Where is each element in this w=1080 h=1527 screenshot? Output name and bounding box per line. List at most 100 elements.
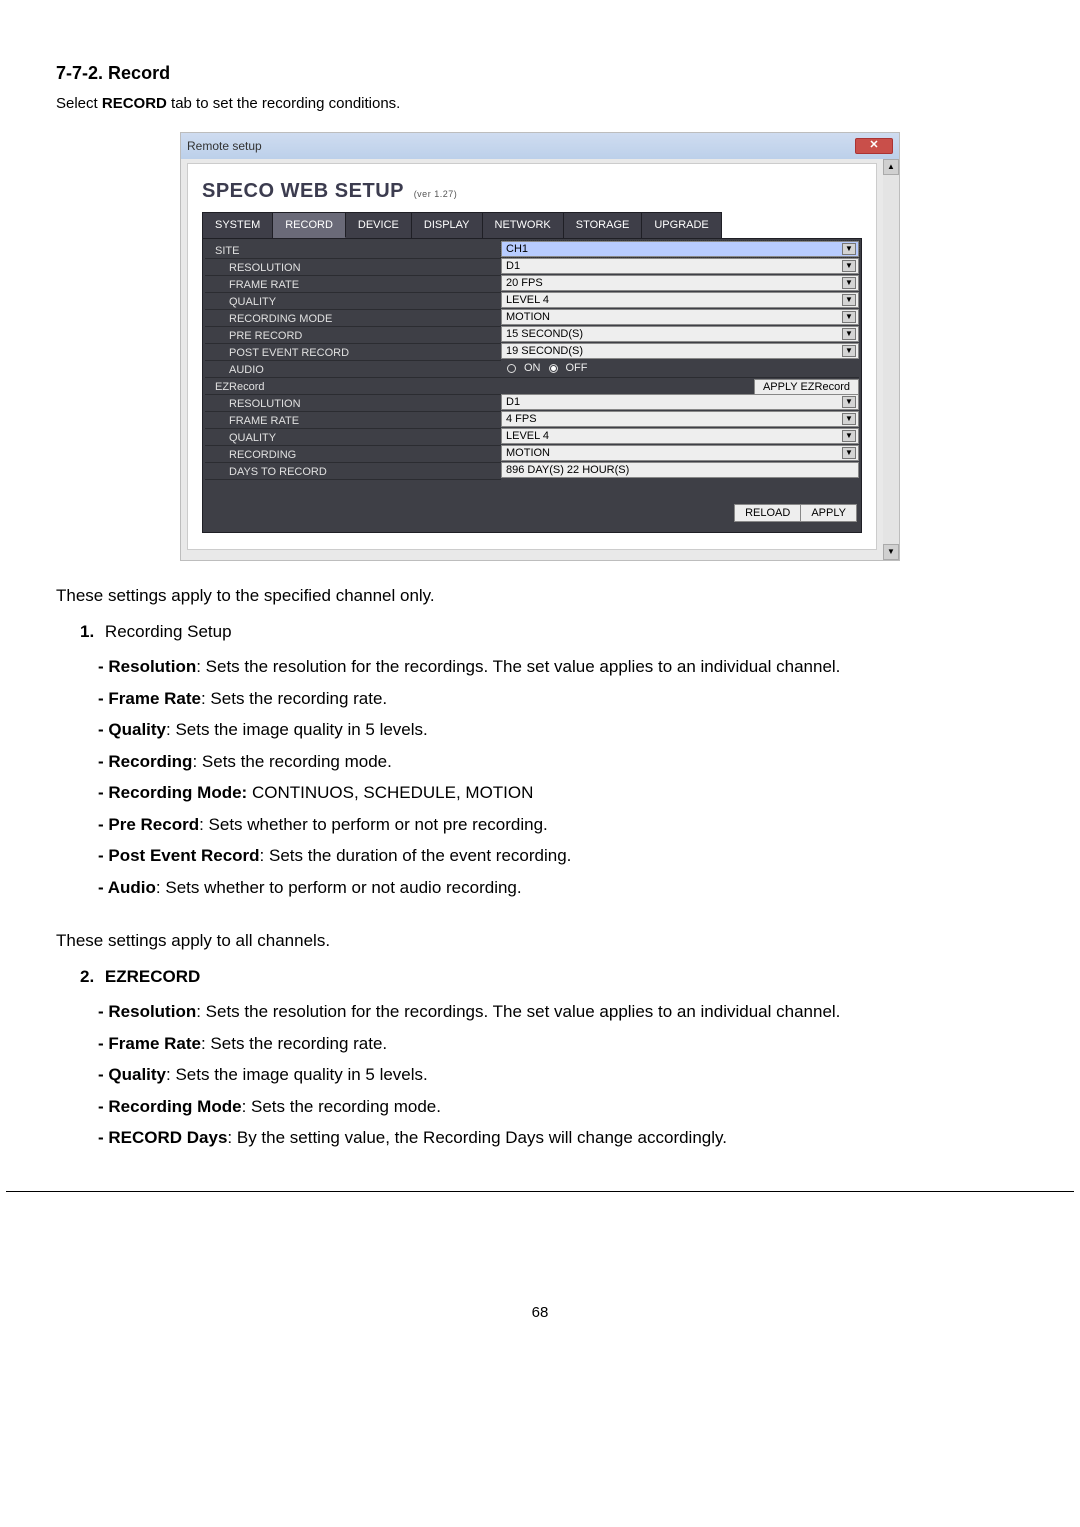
list-item-2-title: EZRECORD [105, 967, 200, 986]
reload-button[interactable]: RELOAD [734, 504, 801, 522]
radio-audio-on[interactable] [507, 364, 516, 373]
select-quality[interactable]: LEVEL 4 ▼ [501, 292, 859, 308]
select-ez-quality[interactable]: LEVEL 4 ▼ [501, 428, 859, 444]
section-number: 7-7-2. [56, 63, 103, 83]
row-quality: QUALITY LEVEL 4 ▼ [205, 292, 859, 310]
label-recording-mode: RECORDING MODE [205, 309, 501, 327]
sub-item: - Recording Mode: Sets the recording mod… [98, 1094, 1024, 1120]
select-ez-frame-rate[interactable]: 4 FPS ▼ [501, 411, 859, 427]
scroll-up-icon[interactable]: ▲ [883, 159, 899, 175]
label-ez-recording: RECORDING [205, 445, 501, 463]
tab-storage[interactable]: STORAGE [564, 212, 643, 239]
scroll-down-icon[interactable]: ▼ [883, 544, 899, 560]
sub-list-2: - Resolution: Sets the resolution for th… [98, 999, 1024, 1151]
value-days-to-record: 896 DAY(S) 22 HOUR(S) [501, 462, 859, 478]
label-pre-record: PRE RECORD [205, 326, 501, 344]
select-quality-value: LEVEL 4 [506, 292, 549, 309]
sub-item: - Quality: Sets the image quality in 5 l… [98, 1062, 1024, 1088]
logo-row: SPECO WEB SETUP (ver 1.27) [202, 176, 862, 206]
select-site-value: CH1 [506, 241, 528, 258]
row-post-event: POST EVENT RECORD 19 SECOND(S) ▼ [205, 343, 859, 361]
select-frame-rate[interactable]: 20 FPS ▼ [501, 275, 859, 291]
setup-panel: SPECO WEB SETUP (ver 1.27) SYSTEM RECORD… [187, 163, 877, 551]
select-recording-mode-value: MOTION [506, 309, 550, 326]
row-site: SITE CH1 ▼ [205, 241, 859, 259]
label-post-event: POST EVENT RECORD [205, 343, 501, 361]
sub-item: - Resolution: Sets the resolution for th… [98, 999, 1024, 1025]
note-all-channels: These settings apply to all channels. [56, 928, 1024, 954]
intro-text: Select RECORD tab to set the recording c… [56, 93, 1024, 116]
label-audio: AUDIO [205, 360, 501, 378]
tab-bar: SYSTEM RECORD DEVICE DISPLAY NETWORK STO… [202, 212, 862, 239]
tab-upgrade[interactable]: UPGRADE [642, 212, 721, 239]
apply-button[interactable]: APPLY [801, 504, 857, 522]
section-heading: 7-7-2. Record [56, 60, 1024, 87]
tab-system[interactable]: SYSTEM [202, 212, 273, 239]
body-text: These settings apply to the specified ch… [56, 583, 1024, 1151]
tab-network[interactable]: NETWORK [483, 212, 564, 239]
select-pre-record[interactable]: 15 SECOND(S) ▼ [501, 326, 859, 342]
list-item-1: 1. Recording Setup [80, 619, 1024, 645]
chevron-down-icon: ▼ [842, 447, 856, 459]
radio-audio-group: ON OFF [501, 360, 859, 378]
row-ezrecord-header: EZRecord APPLY EZRecord [205, 377, 859, 395]
label-ezrecord: EZRecord [205, 377, 501, 395]
ordered-list-2: 2. EZRECORD [80, 964, 1024, 990]
intro-pre: Select [56, 95, 102, 112]
chevron-down-icon: ▼ [842, 396, 856, 408]
select-ez-frame-rate-value: 4 FPS [506, 411, 537, 428]
sub-item: - Post Event Record: Sets the duration o… [98, 843, 1024, 869]
brand-logo: SPECO WEB SETUP (ver 1.27) [202, 180, 457, 202]
tab-device[interactable]: DEVICE [346, 212, 412, 239]
window-title: Remote setup [187, 137, 262, 155]
select-resolution-value: D1 [506, 258, 520, 275]
row-ez-resolution: RESOLUTION D1 ▼ [205, 394, 859, 412]
tab-display[interactable]: DISPLAY [412, 212, 483, 239]
select-ez-recording-value: MOTION [506, 445, 550, 462]
chevron-down-icon: ▼ [842, 294, 856, 306]
section-title: Record [108, 63, 170, 83]
brand-text: SPECO WEB SETUP [202, 180, 404, 202]
brand-version: (ver 1.27) [414, 189, 458, 199]
footer-buttons: RELOAD APPLY [205, 504, 857, 522]
window-titlebar: Remote setup ✕ [181, 133, 899, 159]
footer-rule [6, 1191, 1074, 1192]
remote-setup-window: Remote setup ✕ SPECO WEB SETUP (ver 1.27… [180, 132, 900, 562]
sub-item: - Pre Record: Sets whether to perform or… [98, 812, 1024, 838]
radio-audio-on-label: ON [524, 360, 541, 377]
sub-item: - Frame Rate: Sets the recording rate. [98, 1031, 1024, 1057]
row-pre-record: PRE RECORD 15 SECOND(S) ▼ [205, 326, 859, 344]
label-frame-rate: FRAME RATE [205, 275, 501, 293]
select-post-event[interactable]: 19 SECOND(S) ▼ [501, 343, 859, 359]
list-item-1-num: 1. [80, 622, 94, 641]
sub-item: - Frame Rate: Sets the recording rate. [98, 686, 1024, 712]
chevron-down-icon: ▼ [842, 243, 856, 255]
select-site[interactable]: CH1 ▼ [501, 241, 859, 257]
row-recording-mode: RECORDING MODE MOTION ▼ [205, 309, 859, 327]
tab-record[interactable]: RECORD [273, 212, 346, 239]
label-quality: QUALITY [205, 292, 501, 310]
apply-ezrecord-button[interactable]: APPLY EZRecord [754, 379, 859, 395]
select-ez-recording[interactable]: MOTION ▼ [501, 445, 859, 461]
label-ez-frame-rate: FRAME RATE [205, 411, 501, 429]
sub-item: - Resolution: Sets the resolution for th… [98, 654, 1024, 680]
window-close-button[interactable]: ✕ [855, 138, 893, 154]
select-post-event-value: 19 SECOND(S) [506, 343, 583, 360]
scrollbar[interactable]: ▲ ▼ [883, 159, 899, 561]
chevron-down-icon: ▼ [842, 260, 856, 272]
select-ez-resolution[interactable]: D1 ▼ [501, 394, 859, 410]
label-resolution: RESOLUTION [205, 258, 501, 276]
select-resolution[interactable]: D1 ▼ [501, 258, 859, 274]
label-site: SITE [205, 241, 501, 259]
row-ez-frame-rate: FRAME RATE 4 FPS ▼ [205, 411, 859, 429]
list-item-2-num: 2. [80, 967, 94, 986]
label-days-to-record: DAYS TO RECORD [205, 462, 501, 480]
sub-item: - Recording Mode: CONTINUOS, SCHEDULE, M… [98, 780, 1024, 806]
sub-item: - Quality: Sets the image quality in 5 l… [98, 717, 1024, 743]
page-number: 68 [56, 1302, 1024, 1325]
label-ez-resolution: RESOLUTION [205, 394, 501, 412]
list-item-1-title: Recording Setup [105, 622, 232, 641]
intro-bold: RECORD [102, 95, 167, 112]
radio-audio-off[interactable] [549, 364, 558, 373]
select-recording-mode[interactable]: MOTION ▼ [501, 309, 859, 325]
